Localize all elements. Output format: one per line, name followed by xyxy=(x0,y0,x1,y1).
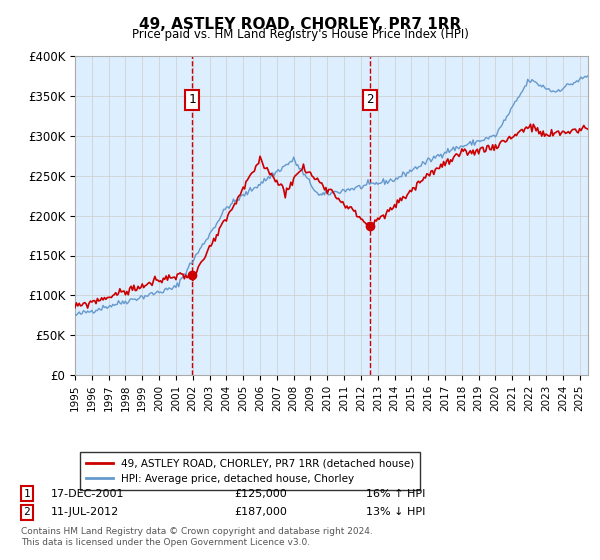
Text: This data is licensed under the Open Government Licence v3.0.: This data is licensed under the Open Gov… xyxy=(21,538,310,547)
Text: 49, ASTLEY ROAD, CHORLEY, PR7 1RR: 49, ASTLEY ROAD, CHORLEY, PR7 1RR xyxy=(139,17,461,32)
Text: 13% ↓ HPI: 13% ↓ HPI xyxy=(366,507,425,517)
Text: 2: 2 xyxy=(367,94,374,106)
Text: 11-JUL-2012: 11-JUL-2012 xyxy=(51,507,119,517)
Text: £125,000: £125,000 xyxy=(234,489,287,499)
Text: £187,000: £187,000 xyxy=(234,507,287,517)
Text: 1: 1 xyxy=(188,94,196,106)
Text: 1: 1 xyxy=(23,489,31,499)
Text: 2: 2 xyxy=(23,507,31,517)
Text: 16% ↑ HPI: 16% ↑ HPI xyxy=(366,489,425,499)
Text: Price paid vs. HM Land Registry's House Price Index (HPI): Price paid vs. HM Land Registry's House … xyxy=(131,28,469,41)
Text: Contains HM Land Registry data © Crown copyright and database right 2024.: Contains HM Land Registry data © Crown c… xyxy=(21,528,373,536)
Legend: 49, ASTLEY ROAD, CHORLEY, PR7 1RR (detached house), HPI: Average price, detached: 49, ASTLEY ROAD, CHORLEY, PR7 1RR (detac… xyxy=(80,452,421,490)
Text: 17-DEC-2001: 17-DEC-2001 xyxy=(51,489,125,499)
